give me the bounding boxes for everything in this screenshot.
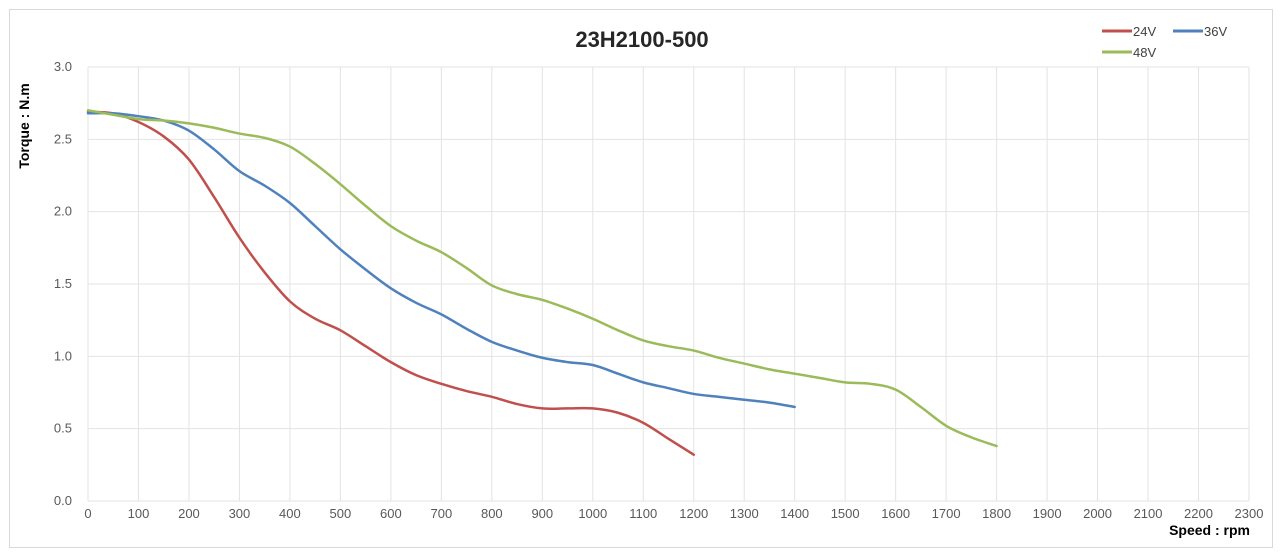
legend-label-24v: 24V — [1133, 24, 1156, 39]
y-tick-label: 2.0 — [54, 204, 72, 219]
x-tick-label: 700 — [430, 506, 452, 521]
y-tick-label: 1.0 — [54, 348, 72, 363]
x-tick-label: 1500 — [831, 506, 860, 521]
x-tick-label: 200 — [178, 506, 200, 521]
ticks-layer: 0 100 200 300 400 500 600 700 800 900 1000 1100 1200… — [54, 59, 1264, 521]
x-axis-title: Speed : rpm — [1169, 522, 1250, 538]
legend-label-48v: 48V — [1133, 45, 1156, 60]
x-tick-label: 0 — [84, 506, 91, 521]
x-tick-label: 1900 — [1033, 506, 1062, 521]
chart-frame: 0 100 200 300 400 500 600 700 800 900 1000 1100 1200… — [9, 9, 1273, 548]
x-tick-label: 2000 — [1083, 506, 1112, 521]
series-layer — [86, 109, 998, 456]
chart-svg: 0 100 200 300 400 500 600 700 800 900 1000 1100 1200… — [16, 24, 1264, 538]
x-tick-label: 400 — [279, 506, 301, 521]
x-tick-label: 1800 — [982, 506, 1011, 521]
grid-layer — [87, 66, 1250, 502]
series-line-24v — [86, 110, 695, 456]
x-tick-label: 500 — [330, 506, 352, 521]
x-tick-label: 1700 — [932, 506, 961, 521]
x-tick-label: 2100 — [1134, 506, 1163, 521]
x-tick-label: 1400 — [780, 506, 809, 521]
series-line-48v — [86, 109, 998, 448]
y-axis-title: Torque : N.m — [16, 83, 32, 168]
x-tick-label: 1000 — [578, 506, 607, 521]
legend-label-36v: 36V — [1204, 24, 1227, 39]
x-tick-label: 2200 — [1184, 506, 1213, 521]
x-tick-label: 100 — [128, 506, 150, 521]
x-tick-label: 1100 — [629, 506, 657, 521]
x-tick-label: 900 — [531, 506, 553, 521]
x-tick-label: 300 — [229, 506, 251, 521]
x-tick-label: 1600 — [881, 506, 910, 521]
y-tick-label: 3.0 — [54, 59, 72, 74]
series-line-36v — [86, 111, 796, 409]
x-tick-label: 1200 — [679, 506, 708, 521]
y-tick-label: 2.5 — [54, 131, 72, 146]
y-tick-label: 0.5 — [54, 421, 72, 436]
y-tick-label: 0.0 — [54, 493, 72, 508]
x-tick-label: 800 — [481, 506, 503, 521]
legend: 24V 36V 48V — [1102, 24, 1227, 60]
x-tick-label: 2300 — [1235, 506, 1264, 521]
chart-title: 23H2100-500 — [575, 27, 708, 52]
y-tick-label: 1.5 — [54, 276, 72, 291]
x-tick-label: 1300 — [730, 506, 759, 521]
x-tick-label: 600 — [380, 506, 402, 521]
